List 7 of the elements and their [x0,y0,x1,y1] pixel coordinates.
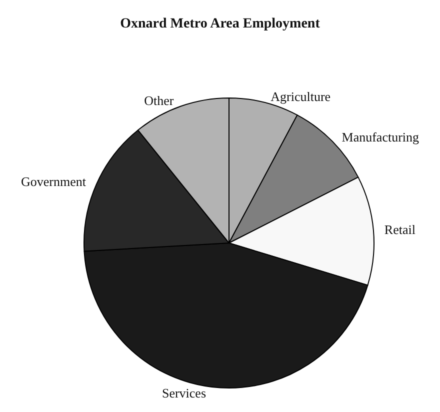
slice-label: Agriculture [270,89,331,104]
slice-label: Manufacturing [342,130,420,145]
slice-label: Government [21,174,86,190]
slice-label: Other [144,93,174,108]
slice-label: Retail [384,222,416,238]
slice-label: Services [162,385,206,400]
chart-title: Oxnard Metro Area Employment [120,16,320,32]
